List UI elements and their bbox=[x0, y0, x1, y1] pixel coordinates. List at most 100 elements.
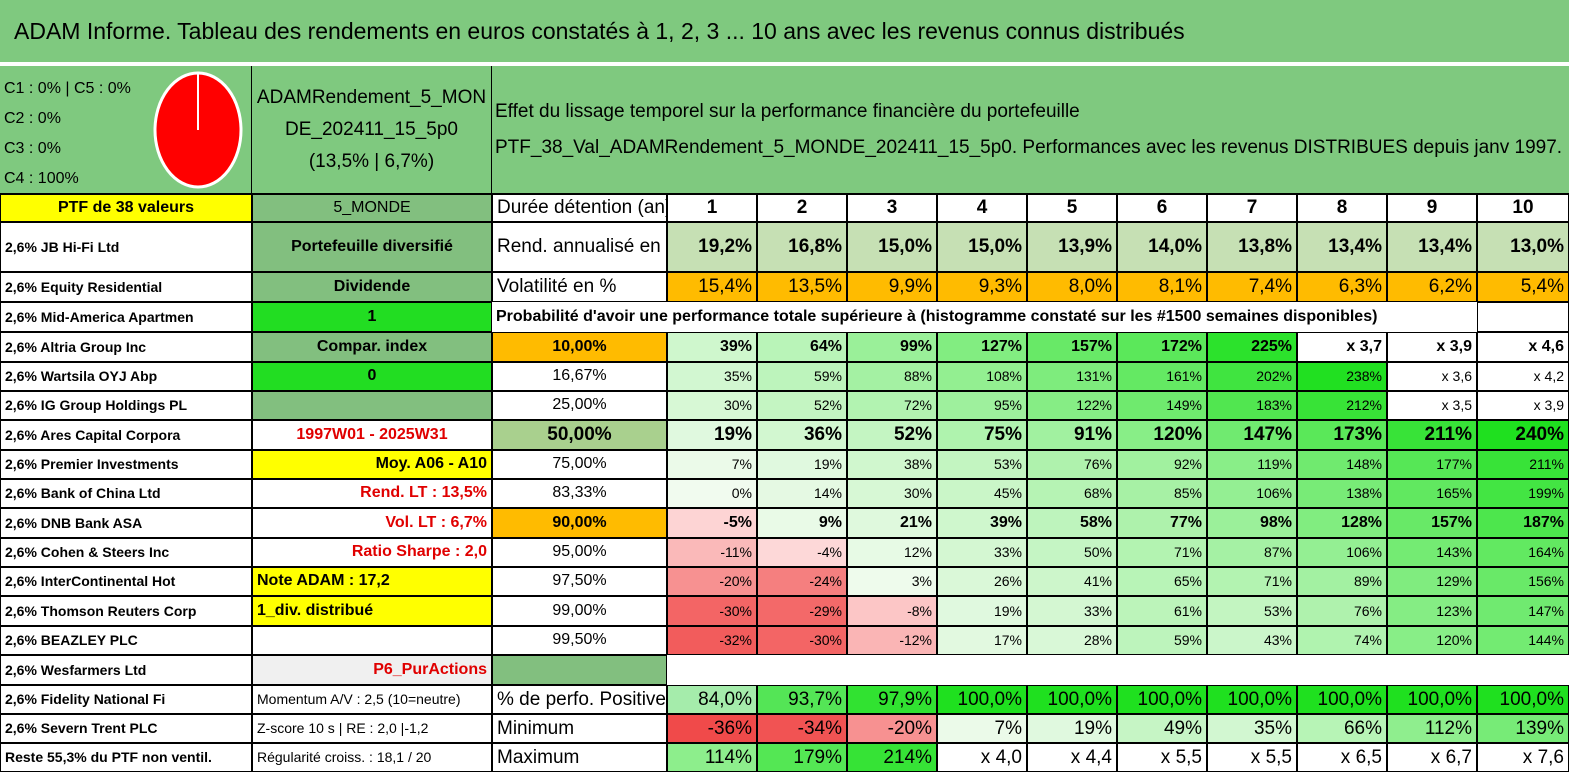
max-value: x 6,5 bbox=[1297, 743, 1387, 772]
prob-percentile: 50,00% bbox=[492, 420, 667, 450]
prob-value: 165% bbox=[1387, 479, 1477, 508]
pos-value: 97,9% bbox=[847, 685, 937, 714]
max-value: x 6,7 bbox=[1387, 743, 1477, 772]
year-header: 10 bbox=[1477, 194, 1569, 222]
effect-line2: PTF_38_Val_ADAMRendement_5_MONDE_202411_… bbox=[495, 136, 1563, 158]
holding-item: 2,6% Equity Residential bbox=[0, 272, 252, 302]
prob-value: 106% bbox=[1207, 479, 1297, 508]
prob-value: 77% bbox=[1117, 508, 1207, 538]
prob-value: x 3,7 bbox=[1297, 332, 1387, 362]
rend-value: 13,4% bbox=[1387, 222, 1477, 272]
pos-label: % de perfo. Positives bbox=[492, 685, 667, 714]
prob-value: x 3,9 bbox=[1477, 391, 1569, 420]
vol-value: 8,1% bbox=[1117, 272, 1207, 302]
prob-value: 52% bbox=[847, 420, 937, 450]
prob-value: 59% bbox=[1117, 626, 1207, 655]
prob-value: 26% bbox=[937, 567, 1027, 596]
prob-value: 3% bbox=[847, 567, 937, 596]
side-info: Compar. index bbox=[252, 332, 492, 362]
prob-value: 76% bbox=[1027, 450, 1117, 479]
prob-value: 72% bbox=[847, 391, 937, 420]
prob-value: 89% bbox=[1297, 567, 1387, 596]
side-info: 0 bbox=[252, 362, 492, 391]
prob-value: 95% bbox=[937, 391, 1027, 420]
prob-value: 91% bbox=[1027, 420, 1117, 450]
prob-value: -30% bbox=[667, 596, 757, 626]
rend-value: 13,0% bbox=[1477, 222, 1569, 272]
prob-value: 75% bbox=[937, 420, 1027, 450]
pos-value: 100,0% bbox=[1477, 685, 1569, 714]
prob-value: 211% bbox=[1387, 420, 1477, 450]
max-value: 114% bbox=[667, 743, 757, 772]
vol-value: 15,4% bbox=[667, 272, 757, 302]
holding-item: 2,6% Mid-America Apartmen bbox=[0, 302, 252, 332]
prob-value: 183% bbox=[1207, 391, 1297, 420]
prob-value: -11% bbox=[667, 538, 757, 567]
rend-value: 13,8% bbox=[1207, 222, 1297, 272]
rend-label: Rend. annualisé en % bbox=[492, 222, 667, 272]
prob-value: 106% bbox=[1297, 538, 1387, 567]
side-blank bbox=[252, 391, 492, 420]
duration-label: Durée détention (an) bbox=[492, 194, 667, 222]
rend-value: 13,9% bbox=[1027, 222, 1117, 272]
prob-value: 148% bbox=[1297, 450, 1387, 479]
prob-value: -29% bbox=[757, 596, 847, 626]
effect-line1: Effet du lissage temporel sur la perform… bbox=[495, 100, 1080, 122]
side-blank bbox=[252, 626, 492, 655]
prob-value: 59% bbox=[757, 362, 847, 391]
min-value: 112% bbox=[1387, 714, 1477, 743]
class-line: C3 : 0% bbox=[4, 140, 61, 157]
holding-item: Reste 55,3% du PTF non ventil. bbox=[0, 743, 252, 772]
prob-value: 76% bbox=[1297, 596, 1387, 626]
fund-name-panel: ADAMRendement_5_MON DE_202411_15_5p0 (13… bbox=[252, 66, 492, 194]
vol-value: 9,3% bbox=[937, 272, 1027, 302]
prob-value: 33% bbox=[937, 538, 1027, 567]
min-value: -20% bbox=[847, 714, 937, 743]
rend-value: 19,2% bbox=[667, 222, 757, 272]
prob-value: 41% bbox=[1027, 567, 1117, 596]
max-value: x 5,5 bbox=[1117, 743, 1207, 772]
max-value: x 7,6 bbox=[1477, 743, 1569, 772]
prob-value: 199% bbox=[1477, 479, 1569, 508]
prob-value: 211% bbox=[1477, 450, 1569, 479]
prob-value: -5% bbox=[667, 508, 757, 538]
prob-value: 157% bbox=[1027, 332, 1117, 362]
holding-item: 2,6% Cohen & Steers Inc bbox=[0, 538, 252, 567]
holding-item: 2,6% Wesfarmers Ltd bbox=[0, 655, 252, 685]
holding-item: 2,6% Wartsila OYJ Abp bbox=[0, 362, 252, 391]
classes-panel: C1 : 0% | C5 : 0% C2 : 0% C3 : 0% C4 : 1… bbox=[0, 66, 252, 194]
prob-value: 87% bbox=[1207, 538, 1297, 567]
prob-value: 50% bbox=[1027, 538, 1117, 567]
holding-item: 2,6% JB Hi-Fi Ltd bbox=[0, 222, 252, 272]
prob-value: 161% bbox=[1117, 362, 1207, 391]
prob-value: -12% bbox=[847, 626, 937, 655]
region-label: 5_MONDE bbox=[252, 194, 492, 222]
prob-value: 28% bbox=[1027, 626, 1117, 655]
prob-value: 128% bbox=[1297, 508, 1387, 538]
side-info: 1 bbox=[252, 302, 492, 332]
prob-value: 212% bbox=[1297, 391, 1387, 420]
prob-value: 74% bbox=[1297, 626, 1387, 655]
prob-value: x 3,5 bbox=[1387, 391, 1477, 420]
pos-value: 100,0% bbox=[937, 685, 1027, 714]
rend-value: 16,8% bbox=[757, 222, 847, 272]
min-value: 66% bbox=[1297, 714, 1387, 743]
prob-value: 99% bbox=[847, 332, 937, 362]
prob-value: 12% bbox=[847, 538, 937, 567]
prob-value: 187% bbox=[1477, 508, 1569, 538]
prob-value: 138% bbox=[1297, 479, 1387, 508]
prob-value: 98% bbox=[1207, 508, 1297, 538]
prob-value: 240% bbox=[1477, 420, 1569, 450]
pos-value: 100,0% bbox=[1117, 685, 1207, 714]
allocation-pie-chart bbox=[153, 71, 243, 189]
side-info: Dividende bbox=[252, 272, 492, 302]
prob-value: 177% bbox=[1387, 450, 1477, 479]
prob-value: x 3,6 bbox=[1387, 362, 1477, 391]
max-value: x 4,0 bbox=[937, 743, 1027, 772]
prob-value: 164% bbox=[1477, 538, 1569, 567]
prob-value: 225% bbox=[1207, 332, 1297, 362]
prob-percentile: 95,00% bbox=[492, 538, 667, 567]
prob-value: 0% bbox=[667, 479, 757, 508]
green-blank bbox=[492, 655, 667, 685]
prob-value: 238% bbox=[1297, 362, 1387, 391]
